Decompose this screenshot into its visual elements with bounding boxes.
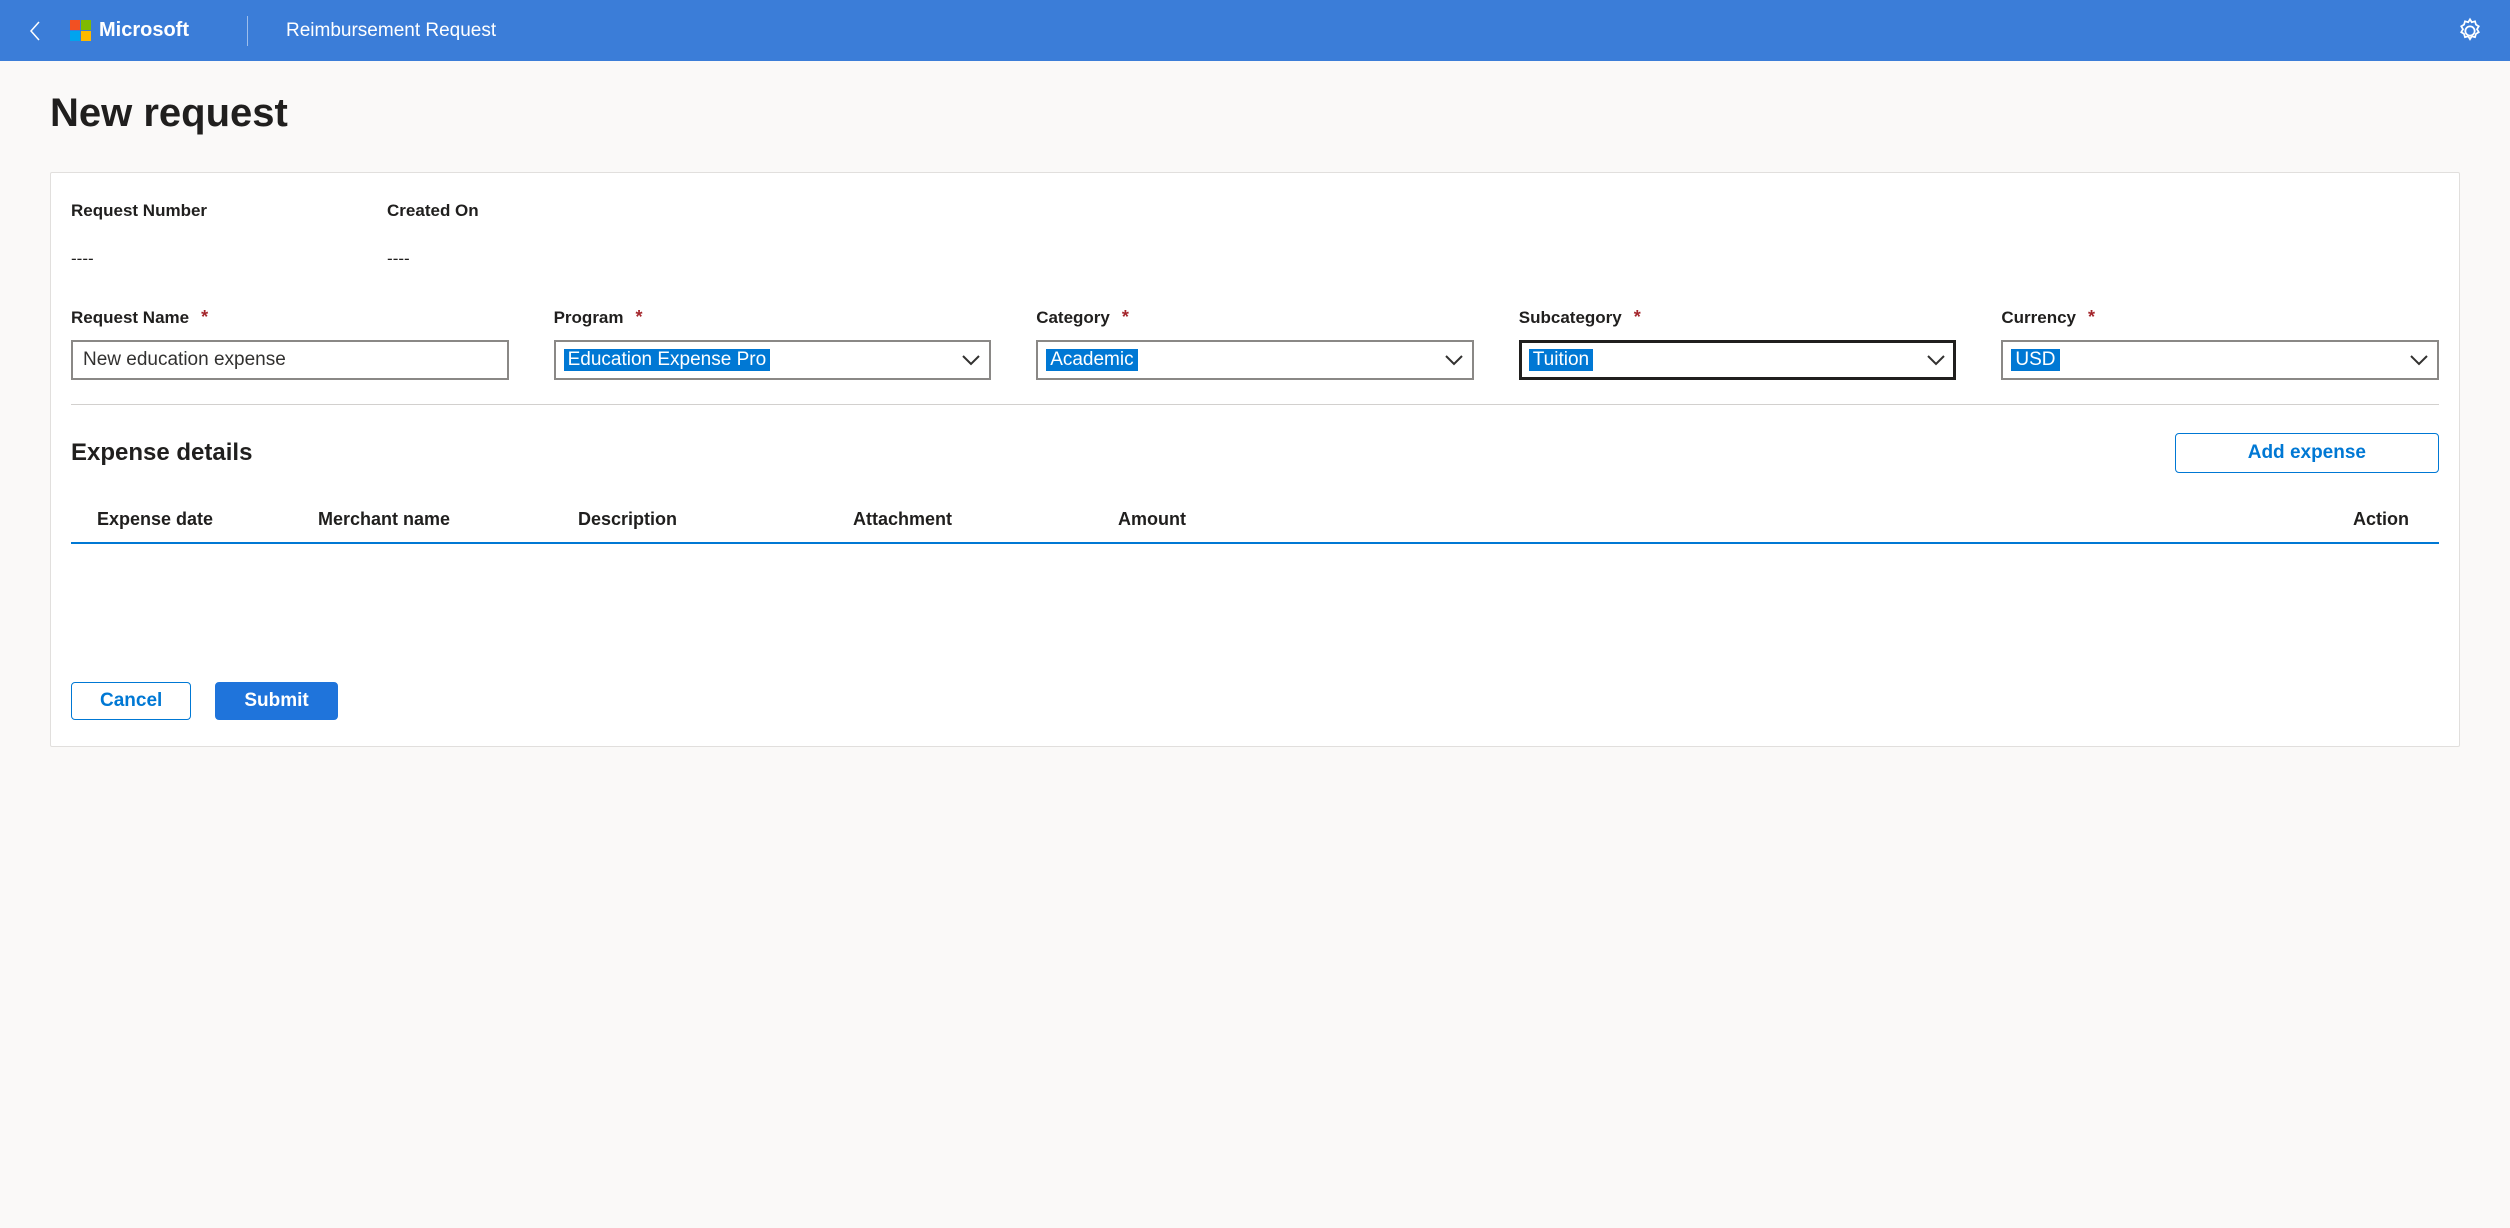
form-row: Request Name * Program * Education Expen… (71, 307, 2439, 405)
microsoft-logo-icon (70, 20, 91, 41)
required-indicator: * (2088, 307, 2095, 328)
required-indicator: * (1634, 307, 1641, 328)
required-indicator: * (636, 307, 643, 328)
form-actions: Cancel Submit (71, 682, 2439, 720)
expense-table-header: Expense date Merchant name Description A… (71, 497, 2439, 544)
category-field: Category * Academic (1036, 307, 1474, 380)
request-info-row: Request Number ---- Created On ---- (71, 201, 2439, 269)
category-value: Academic (1046, 349, 1137, 371)
col-amount: Amount (1106, 509, 1281, 530)
cancel-button[interactable]: Cancel (71, 682, 191, 720)
expense-table-body (71, 544, 2439, 664)
program-field: Program * Education Expense Pro (554, 307, 992, 380)
request-number-label: Request Number (71, 201, 207, 221)
currency-value: USD (2011, 349, 2059, 371)
brand-name: Microsoft (99, 19, 189, 42)
col-action: Action (1281, 509, 2439, 530)
app-header: Microsoft Reimbursement Request (0, 0, 2510, 61)
created-on-label: Created On (387, 201, 479, 221)
settings-button[interactable] (2448, 9, 2492, 53)
required-indicator: * (201, 307, 208, 328)
col-expense-date: Expense date (71, 509, 306, 530)
currency-field: Currency * USD (2001, 307, 2439, 380)
category-label: Category (1036, 308, 1110, 328)
request-name-label: Request Name (71, 308, 189, 328)
program-value: Education Expense Pro (564, 349, 771, 371)
subcategory-field: Subcategory * Tuition (1519, 307, 1957, 380)
add-expense-button[interactable]: Add expense (2175, 433, 2439, 473)
expense-section-header: Expense details Add expense (71, 433, 2439, 473)
currency-select[interactable]: USD (2001, 340, 2439, 380)
required-indicator: * (1122, 307, 1129, 328)
page-body: New request Request Number ---- Created … (0, 61, 2510, 777)
request-number-value: ---- (71, 249, 207, 269)
request-card: Request Number ---- Created On ---- Requ… (50, 172, 2460, 747)
page-title: New request (50, 91, 2460, 136)
microsoft-logo: Microsoft (70, 19, 189, 42)
request-name-input[interactable] (71, 340, 509, 380)
chevron-left-icon (28, 20, 42, 42)
request-name-field: Request Name * (71, 307, 509, 380)
col-attachment: Attachment (841, 509, 1106, 530)
col-description: Description (566, 509, 841, 530)
request-number-block: Request Number ---- (71, 201, 207, 269)
col-merchant-name: Merchant name (306, 509, 566, 530)
created-on-block: Created On ---- (387, 201, 479, 269)
header-divider (247, 16, 248, 46)
currency-label: Currency (2001, 308, 2076, 328)
program-label: Program (554, 308, 624, 328)
expense-details-title: Expense details (71, 439, 252, 467)
app-title: Reimbursement Request (286, 20, 496, 42)
subcategory-value: Tuition (1529, 349, 1593, 371)
created-on-value: ---- (387, 249, 479, 269)
category-select[interactable]: Academic (1036, 340, 1474, 380)
subcategory-label: Subcategory (1519, 308, 1622, 328)
program-select[interactable]: Education Expense Pro (554, 340, 992, 380)
back-button[interactable] (18, 16, 52, 46)
submit-button[interactable]: Submit (215, 682, 337, 720)
gear-icon (2456, 17, 2484, 45)
subcategory-select[interactable]: Tuition (1519, 340, 1957, 380)
